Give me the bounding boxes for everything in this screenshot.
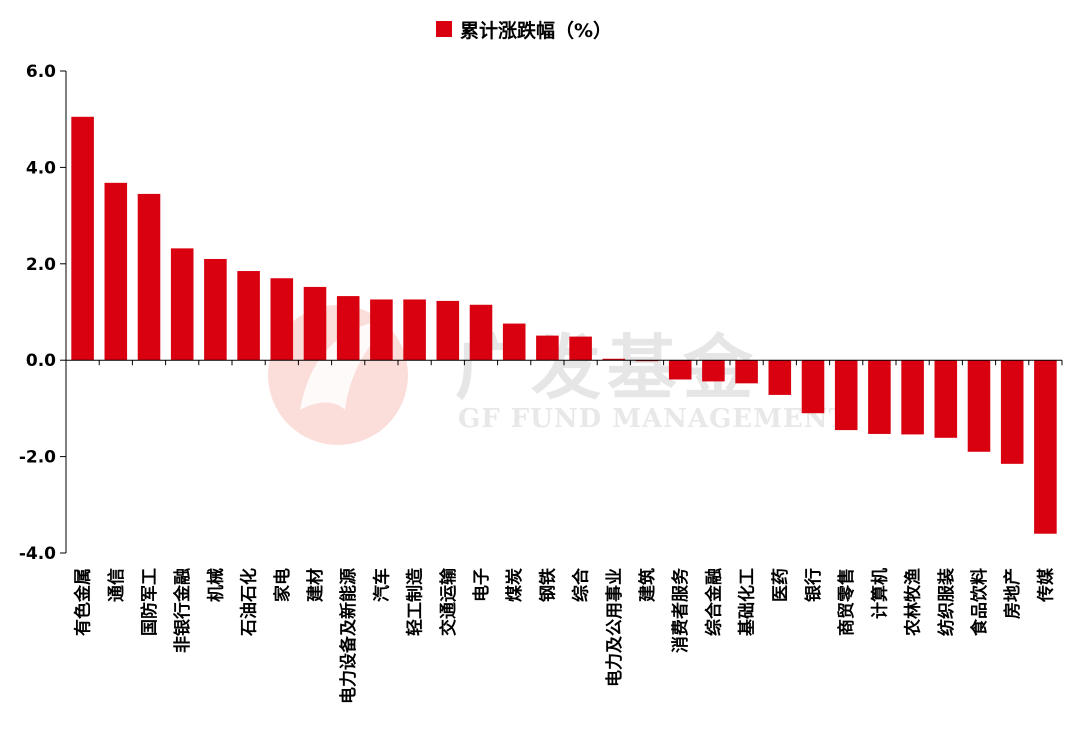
bar — [370, 299, 393, 361]
bar — [536, 335, 559, 361]
bar — [702, 360, 725, 382]
y-axis: 6.0 4.0 2.0 0.0 -2.0 -4.0 — [19, 62, 67, 564]
x-category-label: 消费者服务 — [670, 567, 691, 653]
x-category-label: 银行 — [803, 568, 824, 602]
x-category-label: 钢铁 — [537, 568, 558, 602]
x-category-label: 轻工制造 — [405, 567, 426, 636]
x-category-label: 通信 — [106, 568, 127, 602]
x-category-label: 家电 — [272, 568, 293, 602]
bar — [1000, 360, 1024, 464]
legend: 累计涨跌幅（%） — [436, 19, 612, 42]
bar — [237, 271, 260, 361]
x-category-label: 国防军工 — [139, 568, 160, 636]
bar — [502, 323, 526, 361]
x-category-label: 传媒 — [1035, 567, 1056, 603]
x-axis — [66, 359, 1063, 366]
x-category-label: 农林牧渔 — [903, 568, 924, 637]
legend-swatch — [436, 21, 452, 37]
y-tick-label: 0.0 — [26, 351, 56, 371]
x-category-label: 有色金属 — [73, 568, 94, 636]
bar — [403, 299, 426, 361]
bar — [436, 300, 460, 361]
x-category-label: 纺织服装 — [936, 568, 957, 636]
bar — [569, 336, 592, 361]
x-category-label: 煤炭 — [504, 568, 525, 602]
x-category-label: 基础化工 — [737, 568, 758, 637]
y-tick-label: 4.0 — [26, 158, 56, 178]
bar — [834, 360, 858, 431]
bar — [868, 360, 891, 434]
bars — [71, 116, 1057, 534]
bar — [137, 193, 161, 361]
x-category-label: 综合金融 — [703, 568, 724, 636]
bar — [71, 116, 94, 361]
bar — [801, 360, 825, 414]
x-category-label: 电子 — [471, 568, 492, 602]
x-category-label: 商贸零售 — [836, 568, 857, 636]
x-category-label: 医药 — [770, 568, 791, 602]
y-tick-label: 2.0 — [26, 255, 56, 275]
x-category-label: 电力及公用事业 — [604, 568, 625, 687]
y-tick-label: -4.0 — [19, 544, 56, 564]
bar — [336, 296, 360, 361]
legend-entry: 累计涨跌幅（%） — [460, 19, 612, 42]
x-category-label: 建材 — [305, 568, 326, 602]
bar — [967, 360, 991, 452]
x-category-label: 非银行金融 — [172, 568, 193, 653]
bar — [270, 278, 294, 361]
bar — [602, 358, 626, 361]
category-labels: 有色金属 通信 国防军工 非银行金融 机械 石油石化 家电 建材 电力设备及新能源 汽车 轻工制造交… — [73, 567, 1057, 704]
x-category-label: 汽车 — [371, 568, 392, 602]
y-tick-label: -2.0 — [19, 448, 56, 468]
bar — [934, 360, 958, 438]
x-category-label: 建筑 — [637, 568, 658, 602]
bar — [469, 304, 493, 361]
bar — [901, 360, 924, 435]
bar — [735, 360, 758, 384]
x-category-label: 交通运输 — [438, 567, 459, 636]
watermark-sub-text: GF FUND MANAGEMENT — [458, 404, 849, 434]
bar — [1034, 360, 1057, 534]
bar — [104, 182, 128, 361]
x-category-label: 综合 — [571, 567, 592, 602]
x-category-label: 电力设备及新能源 — [338, 568, 359, 704]
y-tick-label: 6.0 — [26, 62, 56, 82]
bar — [768, 360, 792, 395]
bar — [170, 248, 194, 361]
x-category-label: 石油石化 — [239, 568, 260, 637]
bar — [204, 258, 227, 361]
x-category-label: 计算机 — [869, 568, 890, 619]
x-category-label: 食品饮料 — [969, 568, 990, 636]
bar — [668, 360, 692, 380]
bar — [303, 286, 327, 361]
x-category-label: 房地产 — [1002, 568, 1023, 619]
x-category-label: 机械 — [205, 568, 226, 602]
